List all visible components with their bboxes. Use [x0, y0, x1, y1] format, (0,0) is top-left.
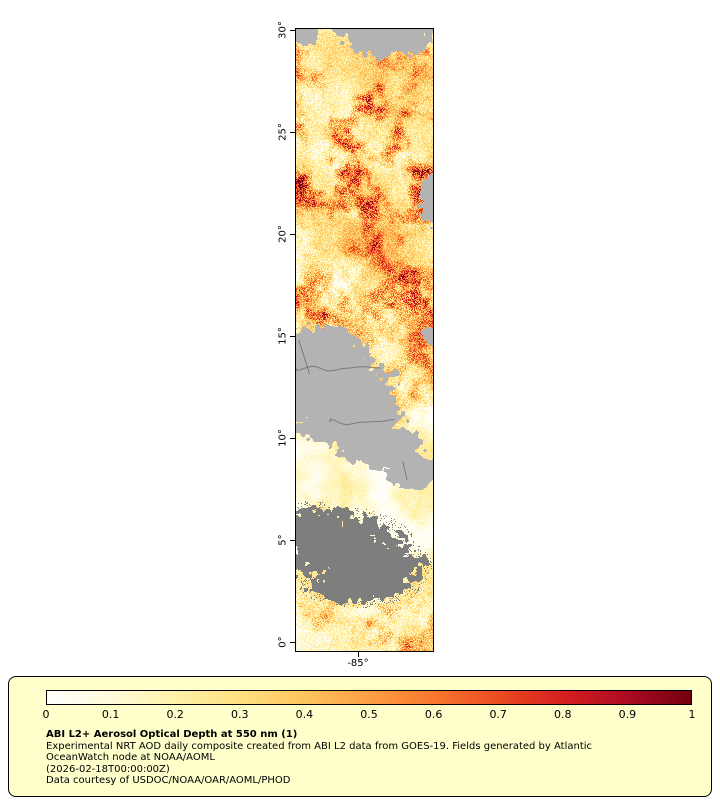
- caption-title: ABI L2+ Aerosol Optical Depth at 550 nm …: [46, 729, 298, 740]
- colorbar-ticks: 0 0.1 0.2 0.3 0.4 0.5 0.6 0.7 0.8 0.9 1: [9, 677, 711, 796]
- map-plot-frame: [295, 28, 434, 652]
- lat-tick-label: 20°: [277, 225, 289, 243]
- colorbar-tick-label: 0.9: [618, 708, 637, 721]
- colorbar-tick-label: 0.5: [360, 708, 378, 721]
- lat-tick-label: 25°: [277, 123, 289, 141]
- colorbar-tick-label: 0: [42, 708, 50, 721]
- lat-tick-label: 5°: [277, 534, 289, 546]
- caption-line-4: Data courtesy of USDOC/NOAA/OAR/AOML/PHO…: [46, 775, 291, 786]
- lon-tick-label: -85°: [347, 658, 369, 669]
- colorbar-tick-label: 1: [688, 708, 696, 721]
- colorbar-tick-label: 0.8: [554, 708, 572, 721]
- lat-tick-label: 30°: [277, 21, 289, 39]
- caption-block: ABI L2+ Aerosol Optical Depth at 550 nm …: [46, 729, 592, 787]
- legend-panel: 0 0.1 0.2 0.3 0.4 0.5 0.6 0.7 0.8 0.9 1 ABI L2+ Ae…: [8, 676, 712, 797]
- colorbar-gradient: [46, 690, 692, 705]
- colorbar-tick-label: 0.3: [231, 708, 249, 721]
- colorbar-tick-label: 0.1: [101, 708, 120, 721]
- aod-map-canvas: [296, 29, 433, 651]
- caption-line-1: Experimental NRT AOD daily composite cre…: [46, 740, 593, 752]
- lat-tick-label: 15°: [277, 327, 289, 345]
- lat-tick-label: 0°: [277, 636, 289, 648]
- colorbar-tick-label: 0.2: [166, 708, 184, 721]
- colorbar-tick-label: 0.6: [424, 708, 443, 721]
- caption-line-3: (2026-02-18T00:00:00Z): [46, 763, 170, 775]
- colorbar-tick-label: 0.4: [295, 708, 314, 721]
- lon-tick-mark: [358, 652, 359, 657]
- caption-line-2: OceanWatch node at NOAA/AOML: [46, 752, 215, 763]
- lat-tick-label: 10°: [277, 429, 289, 447]
- colorbar-tick-label: 0.7: [489, 708, 507, 721]
